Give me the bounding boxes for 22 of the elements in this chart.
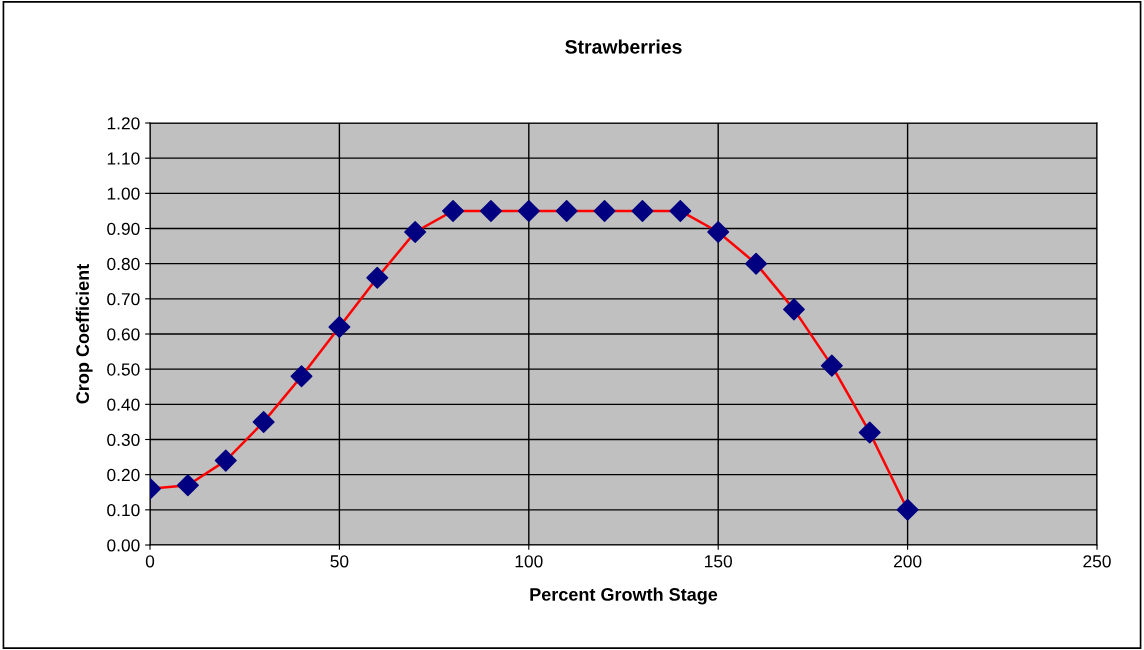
x-tick-label: 0 bbox=[145, 555, 155, 568]
y-tick-label: 0.40 bbox=[107, 398, 140, 411]
x-tick-label: 250 bbox=[1083, 555, 1111, 568]
x-tick-label: 150 bbox=[705, 555, 733, 568]
x-tick-label: 50 bbox=[330, 555, 349, 568]
y-tick-label: 0.30 bbox=[107, 433, 140, 446]
y-axis-title: Crop Coefficient bbox=[75, 264, 93, 404]
x-tick-label: 100 bbox=[515, 555, 543, 568]
chart-title: Strawberries bbox=[565, 39, 682, 54]
y-tick-label: 0.90 bbox=[107, 222, 140, 235]
y-tick-label: 1.00 bbox=[107, 187, 140, 200]
y-tick-label: 0.10 bbox=[107, 504, 140, 517]
y-tick-label: 0.50 bbox=[107, 363, 140, 376]
x-axis-title: Percent Growth Stage bbox=[530, 587, 718, 605]
y-tick-label: 1.10 bbox=[107, 152, 140, 165]
y-tick-label: 1.20 bbox=[107, 117, 140, 130]
y-tick-label: 0.60 bbox=[107, 328, 140, 341]
y-tick-label: 0.70 bbox=[107, 293, 140, 306]
y-tick-label: 0.00 bbox=[107, 539, 140, 552]
x-tick-label: 200 bbox=[893, 555, 922, 568]
y-tick-label: 0.80 bbox=[107, 257, 140, 271]
y-tick-label: 0.20 bbox=[107, 468, 140, 482]
